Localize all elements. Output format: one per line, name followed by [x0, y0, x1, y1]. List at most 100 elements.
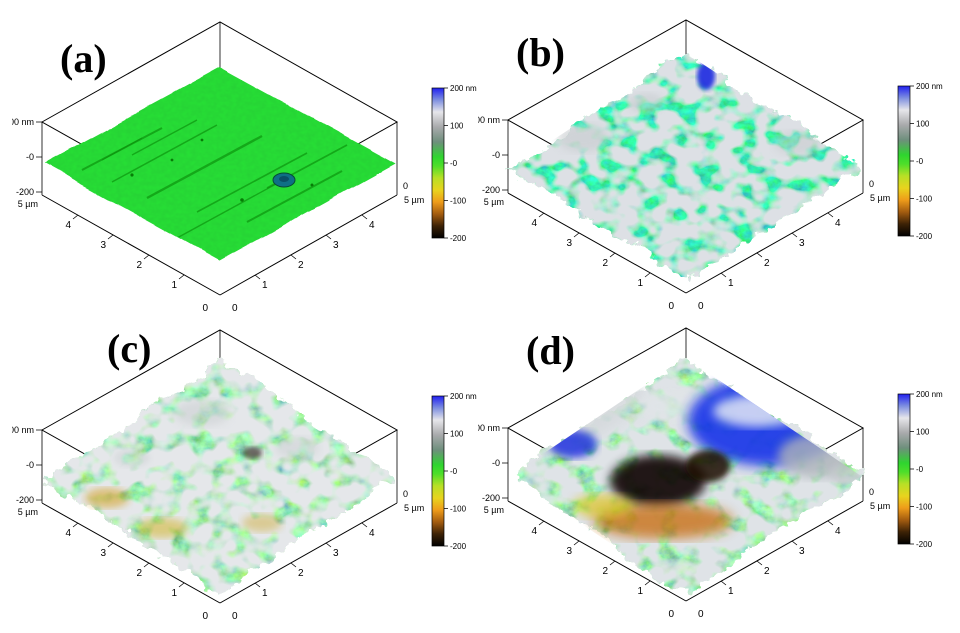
y-max-label: 5 µm [18, 507, 38, 517]
colorbar-gradient [431, 395, 445, 547]
cb-tick-200nm: 200 nm [450, 84, 477, 93]
x-tick-1: 1 [262, 280, 268, 291]
afm-surface-c [44, 362, 395, 594]
z-min-label: -200 [482, 185, 500, 195]
dark-trench-2 [686, 450, 730, 482]
x-tick-3: 3 [799, 546, 805, 557]
y-tick-1: 1 [171, 588, 177, 599]
y-tick-2: 2 [136, 568, 142, 579]
axis-labels-a: 200 nm -0 -200 5 µm 1 2 3 4 0 0 1 2 3 4 … [12, 117, 424, 312]
defect-bump-core [279, 176, 289, 182]
grey-cap [275, 437, 319, 459]
grey-cap [174, 400, 230, 426]
x-tick-3: 3 [799, 238, 805, 249]
panel-b: 200 nm -0 -200 5 µm 1 2 3 4 0 0 1 2 3 4 … [478, 19, 943, 310]
z-max-label: 200 nm [12, 425, 34, 435]
grey-cap [114, 449, 150, 467]
x-tick-1: 1 [728, 586, 734, 597]
x-tick-2: 2 [764, 566, 770, 577]
cb-tick-m100: -100 [916, 195, 933, 204]
y-origin-label: 0 [202, 303, 208, 312]
y-tick-4: 4 [65, 528, 71, 539]
cb-tick-m100: -100 [450, 505, 467, 514]
colorbar-gradient [897, 85, 911, 237]
y-tick-1: 1 [637, 278, 643, 289]
y-tick-3: 3 [100, 240, 106, 251]
cb-tick-m100: -100 [916, 503, 933, 512]
x-max-label: 5 µm [870, 501, 890, 511]
cb-tick-0: -0 [916, 157, 924, 166]
x-origin-label: 0 [232, 611, 238, 620]
corner-zero-label: 0 [403, 489, 408, 499]
z-min-label: -200 [482, 493, 500, 503]
x-tick-4: 4 [835, 526, 841, 537]
x-tick-1: 1 [262, 588, 268, 599]
afm-surface-a [44, 67, 395, 260]
y-tick-2: 2 [136, 260, 142, 271]
x-max-label: 5 µm [404, 195, 424, 205]
panel-label-c: (c) [107, 326, 151, 371]
x-tick-2: 2 [298, 260, 304, 271]
panel-label-b: (b) [516, 30, 565, 75]
y-tick-4: 4 [531, 526, 537, 537]
x-tick-4: 4 [835, 218, 841, 229]
x-origin-label: 0 [698, 301, 704, 310]
dark-trench [610, 455, 706, 507]
panel-c: 200 nm -0 -200 5 µm 1 2 3 4 0 0 1 2 3 4 … [12, 326, 477, 620]
surface-details-a [81, 119, 348, 239]
z-mid-label: -0 [492, 458, 500, 468]
grey-cap [774, 131, 822, 155]
y-tick-4: 4 [531, 218, 537, 229]
colorbar-c: 200 nm 100 -0 -100 -200 [431, 392, 477, 551]
y-max-label: 5 µm [484, 197, 504, 207]
z-min-label: -200 [16, 187, 34, 197]
colorbar-b: 200 nm 100 -0 -100 -200 [897, 82, 943, 241]
colorbar-gradient [897, 393, 911, 545]
z-mid-label: -0 [492, 150, 500, 160]
corner-zero-label: 0 [869, 487, 874, 497]
y-tick-3: 3 [100, 548, 106, 559]
x-tick-1: 1 [728, 278, 734, 289]
y-tick-2: 2 [602, 258, 608, 269]
colorbar-d: 200 nm 100 -0 -100 -200 [897, 390, 943, 549]
cb-tick-100: 100 [450, 430, 464, 439]
yellow-slope [573, 494, 633, 518]
x-origin-label: 0 [698, 609, 704, 618]
corner-zero-label: 0 [403, 181, 408, 191]
y-origin-label: 0 [202, 611, 208, 620]
cb-tick-m100: -100 [450, 197, 467, 206]
cb-tick-0: -0 [450, 159, 458, 168]
x-tick-3: 3 [333, 240, 339, 251]
y-tick-3: 3 [566, 546, 572, 557]
y-tick-2: 2 [602, 566, 608, 577]
surface-details-c [85, 400, 319, 538]
axis-labels-c: 200 nm -0 -200 5 µm 1 2 3 4 0 0 1 2 3 4 … [12, 425, 424, 620]
orange-valley [242, 514, 282, 532]
orange-valley [136, 518, 188, 538]
y-tick-3: 3 [566, 238, 572, 249]
cb-tick-m200: -200 [450, 542, 467, 551]
panel-d: 200 nm -0 -200 5 µm 1 2 3 4 0 0 1 2 3 4 … [478, 327, 943, 618]
grey-cap [557, 124, 609, 152]
z-max-label: 200 nm [12, 117, 34, 127]
axis-labels-d: 200 nm -0 -200 5 µm 1 2 3 4 0 0 1 2 3 4 … [478, 423, 890, 618]
cb-tick-m200: -200 [916, 232, 933, 241]
y-tick-4: 4 [65, 220, 71, 231]
z-mid-label: -0 [26, 152, 34, 162]
grey-cap [628, 93, 664, 113]
white-cap [713, 395, 803, 427]
orange-valley [85, 488, 129, 508]
y-tick-1: 1 [171, 280, 177, 291]
cb-tick-200nm: 200 nm [916, 82, 943, 91]
cb-tick-100: 100 [916, 120, 930, 129]
colorbar-a: 200 nm 100 -0 -100 -200 [431, 84, 477, 243]
grey-peak-right [830, 463, 861, 485]
x-origin-label: 0 [232, 303, 238, 312]
z-mid-label: -0 [26, 460, 34, 470]
y-origin-label: 0 [668, 609, 674, 618]
blue-peak-left [549, 430, 597, 458]
x-max-label: 5 µm [870, 193, 890, 203]
scratch-lines [81, 119, 348, 239]
y-origin-label: 0 [668, 301, 674, 310]
